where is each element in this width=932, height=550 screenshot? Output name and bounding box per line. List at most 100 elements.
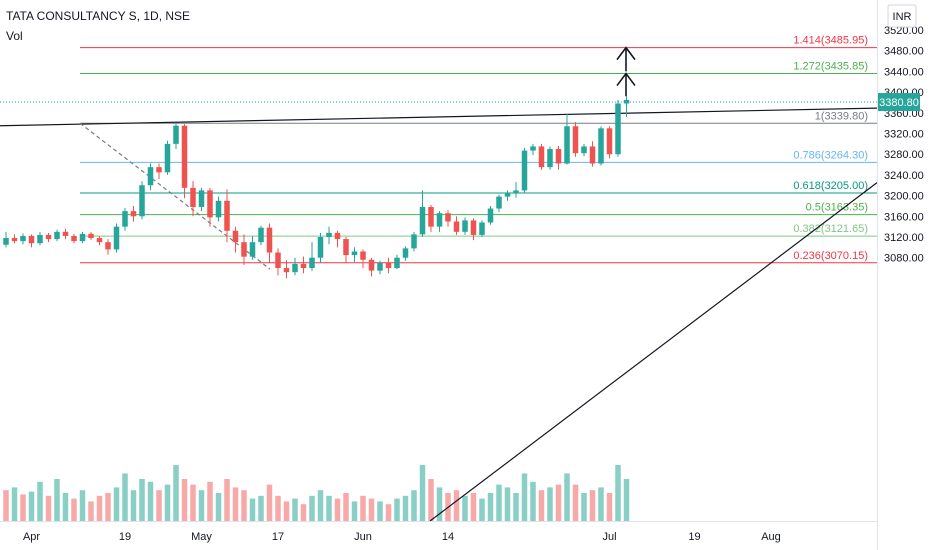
- candle-body-65: [555, 149, 562, 164]
- candle-body-59: [504, 193, 511, 197]
- time-axis[interactable]: 5Apr19May17Jun14Jul19Aug: [0, 531, 781, 543]
- trendlines: [0, 107, 878, 522]
- x-tick-label-1: Apr: [23, 531, 40, 543]
- volume-bar-9: [79, 490, 86, 521]
- volume-bar-24: [207, 481, 213, 521]
- fib-label-4: 0.618(3205.00): [793, 180, 868, 192]
- chart-title: TATA CONSULTANCY S, 1D, NSE: [6, 9, 190, 23]
- x-tick-label-5: Jun: [354, 531, 372, 543]
- volume-bar-62: [530, 481, 536, 521]
- candle-body-33: [283, 268, 290, 273]
- candle-body-22: [190, 187, 196, 207]
- price-axis[interactable]: 3520.003480.003440.003400.003360.003320.…: [878, 25, 924, 265]
- candle-body-55: [470, 220, 477, 235]
- candle-body-5: [45, 234, 52, 240]
- candle-body-16: [139, 185, 145, 217]
- candles: [3, 96, 630, 279]
- volume-bar-72: [615, 465, 621, 521]
- candle-body-40: [343, 239, 349, 256]
- x-tick-label-9: Aug: [761, 531, 781, 543]
- volume-bar-25: [215, 493, 222, 521]
- candle-body-19: [164, 143, 171, 173]
- volume-bar-26: [224, 479, 230, 521]
- volume-bar-57: [487, 493, 494, 521]
- candle-body-68: [581, 146, 587, 154]
- volume-bar-51: [436, 487, 443, 521]
- y-tick-label-8: 3200.00: [884, 191, 924, 203]
- volume-bar-68: [581, 493, 587, 521]
- volume-bars: [3, 465, 630, 521]
- volume-bar-47: [402, 495, 409, 521]
- volume-bar-8: [71, 498, 77, 521]
- fib-label-5: 0.5(3163.35): [806, 202, 868, 214]
- candle-body-8: [71, 235, 77, 242]
- candle-body-43: [368, 259, 375, 271]
- candle-body-53: [453, 221, 460, 232]
- y-tick-label-10: 3120.00: [884, 232, 924, 244]
- y-tick-label-11: 3080.00: [884, 253, 924, 265]
- volume-bar-15: [130, 490, 137, 521]
- volume-bar-21: [181, 479, 188, 521]
- candle-body-38: [326, 232, 332, 237]
- candle-body-52: [445, 213, 451, 222]
- volume-bar-45: [385, 504, 392, 521]
- candle-body-42: [360, 251, 366, 260]
- volume-bar-38: [326, 495, 332, 521]
- volume-bar-39: [334, 498, 341, 521]
- y-tick-label-9: 3160.00: [884, 211, 924, 223]
- last-price-label: 3380.80: [879, 97, 919, 109]
- candle-body-37: [317, 237, 324, 258]
- volume-bar-36: [309, 495, 315, 521]
- volume-bar-2: [20, 494, 26, 521]
- candle-body-23: [198, 190, 205, 207]
- volume-bar-71: [606, 493, 613, 521]
- candle-body-67: [572, 126, 579, 154]
- volume-bar-20: [173, 465, 179, 521]
- candle-body-61: [521, 150, 528, 191]
- volume-bar-37: [317, 490, 324, 521]
- candle-body-60: [513, 190, 519, 194]
- volume-bar-17: [147, 481, 154, 521]
- x-tick-label-8: 19: [688, 531, 700, 543]
- x-tick-label-3: May: [191, 531, 212, 543]
- candle-body-26: [224, 200, 230, 231]
- currency-badge-box: [887, 4, 917, 28]
- candle-body-36: [309, 257, 315, 269]
- volume-bar-61: [521, 473, 528, 521]
- candle-body-71: [606, 128, 613, 155]
- candle-body-58: [496, 196, 502, 209]
- candle-body-57: [487, 208, 494, 223]
- candle-body-10: [88, 233, 94, 239]
- candle-body-48: [411, 234, 417, 249]
- volume-bar-50: [428, 479, 434, 521]
- candle-body-63: [538, 146, 545, 168]
- candle-body-12: [105, 242, 111, 250]
- candle-body-13: [113, 226, 120, 250]
- candle-body-9: [79, 233, 86, 242]
- fib-label-7: 0.236(3070.15): [793, 250, 868, 262]
- last-price-badge: [878, 93, 920, 112]
- volume-bar-40: [343, 493, 349, 521]
- volume-bar-46: [394, 498, 400, 521]
- candle-body-32: [275, 252, 281, 269]
- volume-bar-44: [377, 501, 383, 521]
- projection-arrowhead-1: [616, 46, 636, 61]
- x-tick-label-2: 19: [119, 531, 131, 543]
- candle-body-31: [266, 227, 273, 253]
- candle-body-25: [215, 200, 222, 218]
- candle-body-30: [258, 227, 264, 243]
- candle-body-39: [334, 232, 341, 240]
- volume-bar-73: [623, 479, 630, 521]
- candle-body-56: [479, 222, 485, 235]
- volume-bar-41: [351, 501, 358, 521]
- candle-body-24: [207, 190, 213, 218]
- volume-bar-63: [538, 490, 545, 521]
- candle-body-0: [3, 238, 9, 245]
- candle-body-18: [156, 167, 162, 173]
- candle-body-28: [241, 242, 247, 257]
- currency-badge[interactable]: INR: [887, 4, 917, 28]
- fib-levels: 1.414(3485.95) 1.272(3435.85) 1(3339.80) 0.…: [0, 35, 877, 264]
- volume-bar-27: [232, 487, 239, 521]
